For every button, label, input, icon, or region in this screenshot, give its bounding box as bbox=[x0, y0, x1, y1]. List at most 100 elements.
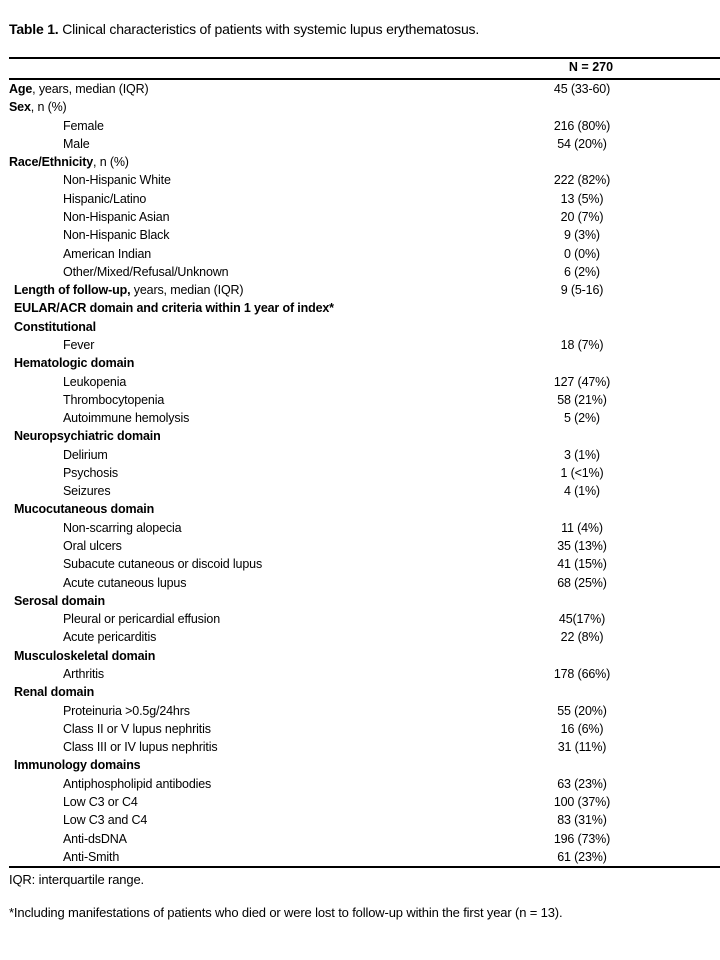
table-row: Subacute cutaneous or discoid lupus 41 (1… bbox=[9, 555, 720, 573]
table-row: American Indian 0 (0%) bbox=[9, 245, 720, 263]
row-label: Hematologic domain bbox=[14, 354, 134, 372]
row-label: Leukopenia bbox=[63, 373, 126, 391]
row-label-text: , n (%) bbox=[93, 155, 129, 170]
table-row: Low C3 or C4 100 (37%) bbox=[9, 793, 720, 811]
row-label: EULAR/ACR domain and criteria within 1 y… bbox=[14, 299, 334, 317]
row-label: Serosal domain bbox=[14, 592, 105, 610]
row-label-text: Anti-dsDNA bbox=[63, 831, 127, 846]
row-value: 11 (4%) bbox=[561, 520, 603, 535]
row-label-bold: Musculoskeletal domain bbox=[14, 648, 156, 663]
row-label-bold: Serosal domain bbox=[14, 593, 105, 608]
table-row: EULAR/ACR domain and criteria within 1 y… bbox=[9, 299, 720, 317]
row-label: Psychosis bbox=[63, 464, 118, 482]
table-row: Anti-dsDNA 196 (73%) bbox=[9, 830, 720, 848]
row-value: 100 (37%) bbox=[553, 794, 611, 809]
row-label-bold: Mucocutaneous domain bbox=[14, 502, 155, 517]
row-value: 41 (15%) bbox=[557, 557, 607, 572]
row-label: Sex, n (%) bbox=[9, 98, 67, 116]
row-label-bold: Constitutional bbox=[14, 319, 96, 334]
row-label-text: Male bbox=[63, 136, 90, 151]
table-row: Non-Hispanic Black 9 (3%) bbox=[9, 226, 720, 244]
row-label-bold: Renal domain bbox=[14, 685, 95, 700]
row-label-text: Pleural or pericardial effusion bbox=[63, 612, 221, 627]
table-row: Male 54 (20%) bbox=[9, 135, 720, 153]
row-label-text: , n (%) bbox=[30, 100, 67, 115]
row-value: 45(17%) bbox=[558, 612, 606, 627]
row-value: 9 (5-16) bbox=[560, 283, 604, 298]
row-value: 196 (73%) bbox=[553, 831, 611, 846]
row-label: Constitutional bbox=[14, 318, 96, 336]
row-value: 5 (2%) bbox=[564, 411, 600, 426]
row-label-text: Non-Hispanic Asian bbox=[63, 209, 170, 224]
row-value: 20 (7%) bbox=[560, 209, 604, 224]
row-label-text: Psychosis bbox=[63, 465, 118, 480]
row-label: Oral ulcers bbox=[63, 537, 122, 555]
row-label: Race/Ethnicity, n (%) bbox=[9, 153, 129, 171]
row-value: 61 (23%) bbox=[557, 849, 607, 864]
row-label: Other/Mixed/Refusal/Unknown bbox=[63, 263, 229, 281]
table-row: Sex, n (%) bbox=[9, 98, 720, 116]
table-row: Musculoskeletal domain bbox=[9, 647, 720, 665]
table-row: Non-Hispanic White 222 (82%) bbox=[9, 171, 720, 189]
table-row: Length of follow-up, years, median (IQR)… bbox=[9, 281, 720, 299]
table-row: Oral ulcers 35 (13%) bbox=[9, 537, 720, 555]
table-row: Seizures 4 (1%) bbox=[9, 482, 720, 500]
row-label-text: American Indian bbox=[63, 246, 152, 261]
row-label: Age, years, median (IQR) bbox=[9, 80, 149, 98]
row-label-text: Female bbox=[63, 118, 104, 133]
row-label: Male bbox=[63, 135, 90, 153]
row-value: 16 (6%) bbox=[560, 721, 604, 736]
row-label: Renal domain bbox=[14, 683, 94, 701]
table-row: Low C3 and C4 83 (31%) bbox=[9, 811, 720, 829]
table-row: Hematologic domain bbox=[9, 354, 720, 372]
row-label: Anti-Smith bbox=[63, 848, 119, 866]
row-label: Non-scarring alopecia bbox=[63, 519, 182, 537]
row-label: Neuropsychiatric domain bbox=[14, 427, 161, 445]
table-row: Hispanic/Latino 13 (5%) bbox=[9, 190, 720, 208]
row-label-bold: Neuropsychiatric domain bbox=[14, 429, 161, 444]
row-label: Acute pericarditis bbox=[63, 628, 156, 646]
table-row: Constitutional bbox=[9, 318, 720, 336]
row-label: Mucocutaneous domain bbox=[14, 500, 154, 518]
row-label-text: Arthritis bbox=[63, 667, 105, 681]
row-label: Non-Hispanic Black bbox=[63, 226, 170, 244]
row-label-text: Non-scarring alopecia bbox=[63, 520, 182, 535]
row-label-text: Thrombocytopenia bbox=[63, 392, 165, 407]
row-label-text: , years, median (IQR) bbox=[32, 82, 149, 96]
table-title: Table 1. Clinical characteristics of pat… bbox=[9, 21, 479, 37]
row-label-bold: EULAR/ACR domain and criteria within 1 y… bbox=[14, 301, 334, 316]
row-label-text: Leukopenia bbox=[63, 374, 127, 389]
row-label-text: years, median (IQR) bbox=[130, 283, 244, 298]
row-value: 1 (<1%) bbox=[560, 465, 604, 480]
table-number: Table 1. bbox=[9, 21, 59, 37]
table-row: Antiphospholipid antibodies 63 (23%) bbox=[9, 775, 720, 793]
row-value: 18 (7%) bbox=[560, 337, 604, 352]
table-row: Immunology domains bbox=[9, 756, 720, 774]
table-row: Class III or IV lupus nephritis 31 (11%) bbox=[9, 738, 720, 756]
row-label: American Indian bbox=[63, 245, 151, 263]
row-label-text: Acute cutaneous lupus bbox=[63, 575, 187, 590]
row-label-text: Class III or IV lupus nephritis bbox=[63, 740, 218, 755]
row-value: 45 (33-60) bbox=[553, 82, 611, 96]
table-row: Non-Hispanic Asian 20 (7%) bbox=[9, 208, 720, 226]
row-value: 22 (8%) bbox=[560, 630, 604, 645]
table-body: Age, years, median (IQR) 45 (33-60) Sex, n… bbox=[9, 80, 720, 866]
table-row: Acute cutaneous lupus 68 (25%) bbox=[9, 574, 720, 592]
row-label-text: Antiphospholipid antibodies bbox=[63, 776, 212, 791]
row-label-bold: Length of follow-up, bbox=[14, 283, 131, 298]
top-rule bbox=[9, 57, 720, 59]
row-value: 9 (3%) bbox=[564, 228, 600, 243]
row-label-text: Seizures bbox=[63, 484, 111, 499]
table-row: Delirium 3 (1%) bbox=[9, 446, 720, 464]
row-value: 55 (20%) bbox=[557, 703, 607, 718]
table-caption: Clinical characteristics of patients wit… bbox=[58, 21, 480, 37]
row-label-text: Low C3 or C4 bbox=[63, 794, 138, 809]
row-label: Low C3 or C4 bbox=[63, 793, 138, 811]
table-row: Non-scarring alopecia 11 (4%) bbox=[9, 519, 720, 537]
row-label: Non-Hispanic White bbox=[63, 171, 171, 189]
row-label: Musculoskeletal domain bbox=[14, 647, 155, 665]
row-value: 13 (5%) bbox=[560, 191, 604, 206]
row-label-text: Delirium bbox=[63, 447, 108, 462]
row-label-bold: Sex bbox=[9, 100, 31, 115]
row-label-text: Oral ulcers bbox=[63, 539, 122, 554]
